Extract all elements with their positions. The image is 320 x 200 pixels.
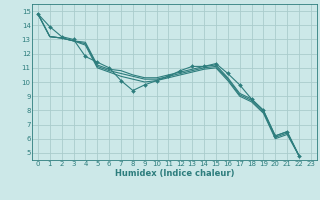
X-axis label: Humidex (Indice chaleur): Humidex (Indice chaleur) — [115, 169, 234, 178]
